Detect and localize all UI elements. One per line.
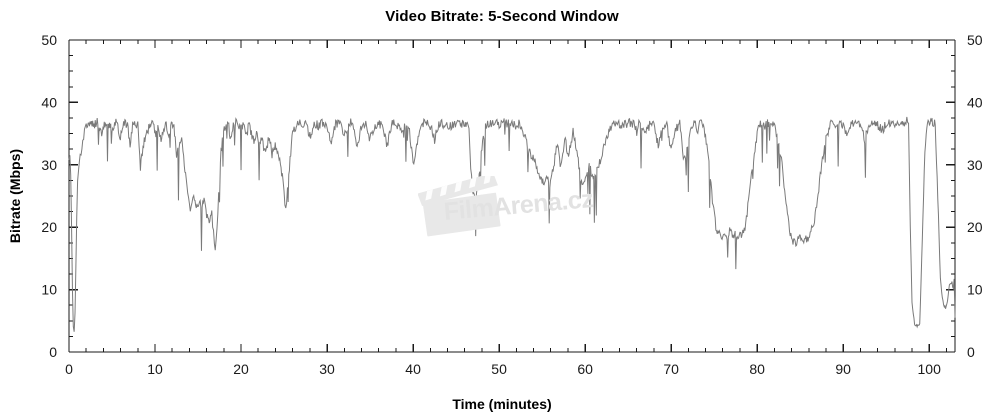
data-series-line [68,116,956,332]
y-tick-label-right: 0 [967,344,975,360]
bitrate-series-path [68,116,956,332]
x-tick-label: 90 [835,361,851,377]
y-tick-label-left: 50 [41,32,57,48]
x-axis-label: Time (minutes) [452,396,551,412]
y-tick-label-right: 30 [967,157,983,173]
x-tick-label: 50 [491,361,507,377]
x-tick-label: 60 [577,361,593,377]
x-tick-label: 80 [749,361,765,377]
y-tick-label-left: 0 [49,344,57,360]
y-tick-label-left: 30 [41,157,57,173]
y-tick-label-right: 10 [967,282,983,298]
y-tick-label-right: 20 [967,219,983,235]
y-tick-label-right: 50 [967,32,983,48]
chart-title: Video Bitrate: 5-Second Window [385,8,619,25]
y-tick-label-left: 10 [41,282,57,298]
y-axis-label: Bitrate (Mbps) [7,149,23,243]
x-tick-label: 30 [319,361,335,377]
y-tick-label-left: 40 [41,94,57,110]
x-tick-label: 100 [918,361,942,377]
y-tick-label-right: 40 [967,94,983,110]
x-tick-label: 20 [233,361,249,377]
axis-ticks [68,39,955,353]
plot-frame [68,39,956,353]
x-tick-label: 10 [147,361,163,377]
x-tick-label: 0 [65,361,73,377]
x-tick-label: 40 [405,361,421,377]
x-tick-label: 70 [663,361,679,377]
y-tick-label-left: 20 [41,219,57,235]
